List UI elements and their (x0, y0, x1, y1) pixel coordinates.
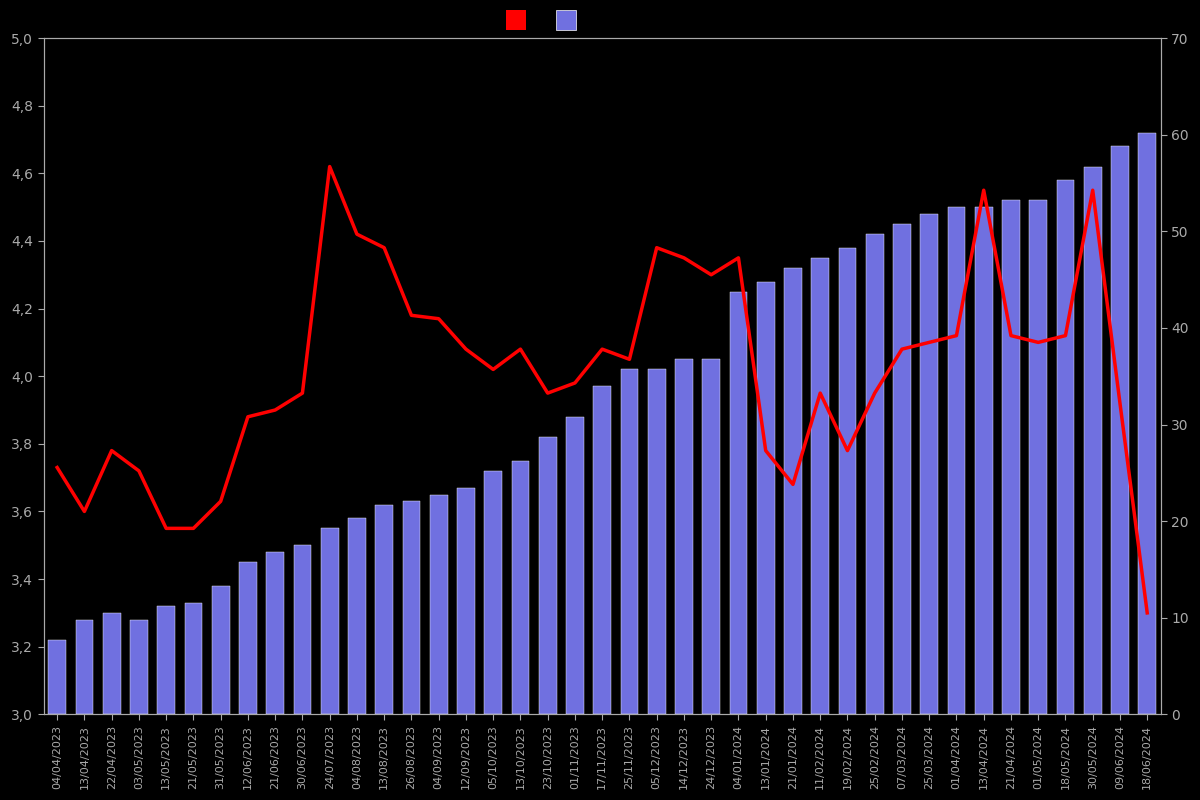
Bar (1002, 200, 1020, 714)
Bar (320, 528, 338, 714)
Bar (676, 359, 692, 714)
Bar (294, 546, 311, 714)
Bar (430, 494, 448, 714)
Bar (920, 214, 938, 714)
Bar (811, 258, 829, 714)
Bar (648, 370, 666, 714)
Bar (130, 620, 148, 714)
Bar (485, 471, 502, 714)
Bar (620, 370, 638, 714)
Bar (212, 586, 229, 714)
Legend: , : , (498, 8, 595, 36)
Bar (566, 417, 583, 714)
Bar (1111, 146, 1129, 714)
Bar (839, 248, 857, 714)
Bar (511, 461, 529, 714)
Bar (974, 207, 992, 714)
Bar (402, 502, 420, 714)
Bar (730, 292, 748, 714)
Bar (593, 386, 611, 714)
Bar (239, 562, 257, 714)
Bar (784, 268, 802, 714)
Bar (48, 640, 66, 714)
Bar (866, 234, 883, 714)
Bar (757, 282, 774, 714)
Bar (185, 602, 203, 714)
Bar (76, 620, 94, 714)
Bar (948, 207, 965, 714)
Bar (702, 359, 720, 714)
Bar (1084, 166, 1102, 714)
Bar (103, 613, 120, 714)
Bar (157, 606, 175, 714)
Bar (348, 518, 366, 714)
Bar (539, 437, 557, 714)
Bar (1057, 180, 1074, 714)
Bar (266, 552, 284, 714)
Bar (376, 505, 394, 714)
Bar (1139, 133, 1156, 714)
Bar (893, 224, 911, 714)
Bar (1030, 200, 1048, 714)
Bar (457, 488, 475, 714)
